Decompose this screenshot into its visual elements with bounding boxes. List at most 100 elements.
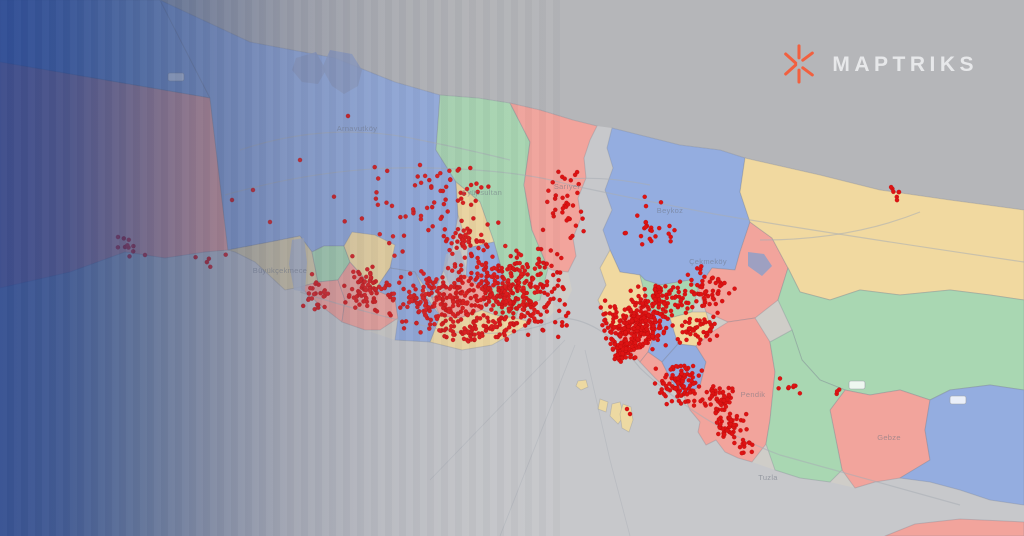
dot — [532, 266, 538, 271]
dot — [313, 280, 319, 285]
dot — [670, 372, 675, 378]
dot — [470, 325, 476, 331]
dot — [483, 278, 489, 284]
dot — [475, 255, 480, 261]
brand-name: MAPTRIKS — [832, 52, 978, 76]
dot — [454, 299, 460, 305]
dot — [556, 277, 561, 283]
dot — [642, 194, 648, 200]
dot — [363, 274, 369, 280]
dot — [656, 284, 662, 290]
district-label-çekmeköy: Çekmeköy — [689, 257, 727, 266]
dot — [412, 182, 418, 188]
dot — [372, 299, 378, 304]
dot — [440, 280, 446, 285]
dot — [675, 303, 681, 308]
dot — [704, 389, 710, 395]
dot — [688, 331, 693, 337]
dot — [499, 269, 505, 274]
dot — [481, 247, 486, 253]
dot — [548, 297, 553, 302]
dot — [698, 337, 703, 342]
dot — [300, 303, 306, 309]
dot — [450, 311, 456, 317]
dot — [386, 282, 392, 288]
dot — [468, 202, 474, 208]
dot — [321, 294, 327, 299]
district-tuzla[interactable] — [765, 329, 846, 483]
dot — [430, 223, 436, 229]
dot — [448, 284, 454, 289]
dot — [661, 330, 667, 336]
dot — [608, 341, 613, 347]
dot — [691, 403, 697, 408]
dot — [468, 337, 474, 342]
dot — [297, 157, 303, 163]
dot — [121, 236, 127, 241]
dot — [650, 334, 655, 339]
dot — [711, 383, 716, 389]
dot — [403, 214, 408, 219]
dot — [486, 299, 492, 304]
dot — [325, 291, 331, 297]
dot — [559, 255, 564, 261]
dot — [555, 283, 561, 289]
dot — [679, 323, 685, 328]
dot — [485, 315, 490, 321]
dot — [456, 269, 462, 275]
dot — [738, 428, 743, 433]
dot — [702, 401, 708, 406]
dot — [115, 234, 121, 240]
dot — [459, 300, 465, 306]
district-izmit-north[interactable] — [899, 384, 1024, 506]
dot — [640, 300, 646, 306]
dot — [605, 325, 611, 331]
dot — [524, 261, 530, 267]
dot — [447, 294, 453, 300]
dot — [494, 266, 500, 272]
dot — [692, 398, 697, 404]
dot — [514, 306, 520, 312]
dot — [406, 300, 412, 305]
dot — [429, 204, 435, 210]
dot — [557, 297, 563, 303]
dot — [655, 337, 661, 343]
highway-4 — [759, 211, 921, 241]
district-label-eyüpsultan: Eyüpsultan — [462, 188, 502, 197]
dot — [652, 317, 658, 323]
dot — [617, 318, 623, 324]
dot — [497, 332, 503, 337]
dot — [686, 326, 692, 331]
dot — [415, 304, 420, 310]
dot — [628, 308, 634, 314]
dot — [458, 262, 464, 268]
dot — [462, 329, 468, 335]
dot — [504, 291, 510, 296]
dot — [643, 340, 649, 346]
dot — [635, 284, 641, 289]
dot — [421, 284, 426, 290]
dot — [683, 310, 689, 316]
dot — [607, 310, 613, 316]
district-gulf-south-corner[interactable] — [884, 518, 1024, 536]
dot — [744, 426, 749, 432]
dot — [474, 181, 479, 186]
dot — [653, 234, 658, 239]
dot — [508, 283, 514, 289]
dot — [370, 264, 375, 270]
dot — [739, 450, 745, 456]
dot — [359, 216, 365, 221]
dot — [544, 279, 550, 284]
dot — [414, 320, 419, 326]
dot — [690, 304, 695, 310]
district-silivri[interactable] — [0, 61, 229, 289]
dot — [384, 168, 390, 174]
dot — [688, 378, 694, 384]
dot — [448, 323, 454, 329]
dot — [643, 203, 649, 209]
dot — [427, 322, 433, 327]
dot — [411, 210, 416, 216]
dot — [635, 314, 641, 320]
district-label-pendik: Pendik — [741, 390, 766, 399]
dot — [440, 292, 446, 298]
